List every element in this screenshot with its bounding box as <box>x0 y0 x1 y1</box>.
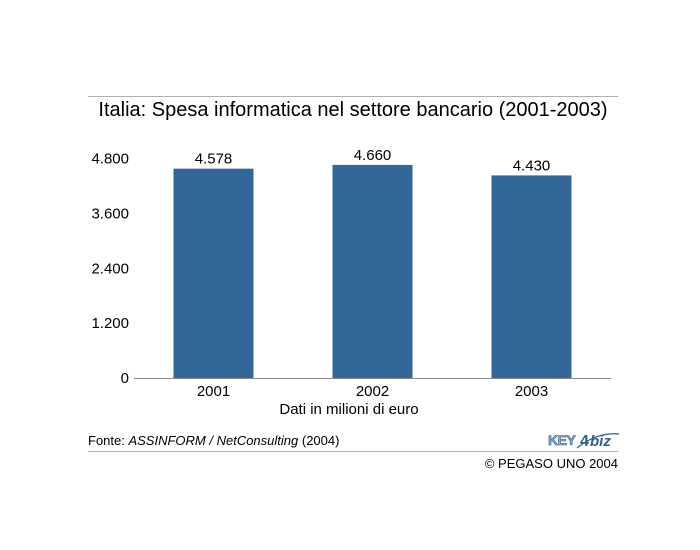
bar-2001 <box>173 168 254 378</box>
chart-title: Italia: Spesa informatica nel settore ba… <box>98 99 608 121</box>
x-tick-label-2001: 2001 <box>197 383 230 400</box>
footer-rule <box>88 451 618 452</box>
bar-2002 <box>332 164 413 378</box>
x-axis: 2001 2002 2003 <box>197 383 548 400</box>
source-name: ASSINFORM / NetConsulting <box>128 433 299 448</box>
svg-text:KEY: KEY <box>548 432 576 448</box>
svg-text:4: 4 <box>580 433 589 450</box>
source-prefix: Fonte: <box>88 433 129 448</box>
x-tick-label-2002: 2002 <box>356 383 389 400</box>
y-tick-label: 3.600 <box>91 205 129 222</box>
bars: 4.578 4.660 4.430 <box>173 147 572 378</box>
y-tick-label: 4.800 <box>91 151 129 168</box>
bar-2003 <box>491 175 572 378</box>
x-tick-label-2003: 2003 <box>515 383 548 400</box>
y-tick-label: 0 <box>121 370 129 387</box>
data-label-2002: 4.660 <box>354 147 392 164</box>
y-axis: 0 1.200 2.400 3.600 4.800 <box>91 151 129 388</box>
top-rule <box>88 96 618 97</box>
copyright: © PEGASO UNO 2004 <box>484 456 618 471</box>
y-tick-label: 2.400 <box>91 260 129 277</box>
source-year: (2004) <box>298 433 340 448</box>
data-label-2001: 4.578 <box>195 151 233 168</box>
y-tick-label: 1.200 <box>91 315 129 332</box>
data-label-2003: 4.430 <box>513 157 551 174</box>
source-note: Fonte: ASSINFORM / NetConsulting (2004) <box>88 433 339 449</box>
bar-chart: 0 1.200 2.400 3.600 4.800 4.578 4.660 4.430 20… <box>91 147 611 418</box>
key4biz-logo: KEY 4 biz <box>548 432 620 450</box>
x-axis-label: Dati in milioni di euro <box>279 401 418 418</box>
